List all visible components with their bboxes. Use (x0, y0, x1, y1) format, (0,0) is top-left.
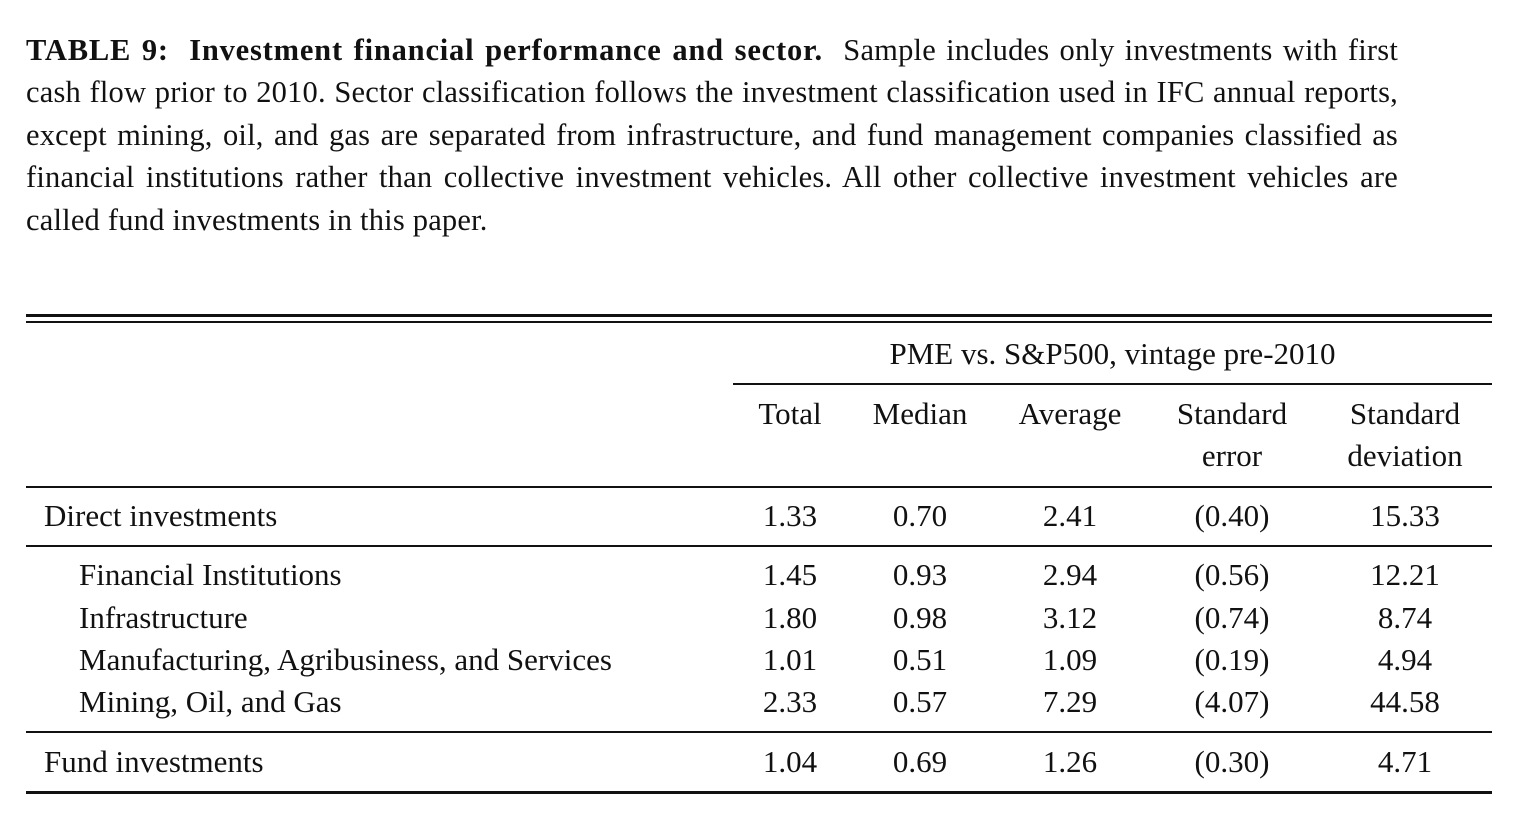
table-cell: (0.40) (1194, 498, 1270, 533)
table-cell: 0.57 (892, 684, 948, 719)
table-cell: (0.30) (1194, 744, 1270, 779)
col-header-std-error-1: Standard (1176, 396, 1288, 431)
section-rule (26, 731, 1492, 733)
table-label: TABLE 9: (26, 33, 169, 67)
top-rule-thin (26, 321, 1492, 323)
section-rule (26, 545, 1492, 547)
table-caption: TABLE 9: Investment financial performanc… (26, 29, 1398, 241)
table-cell: (0.74) (1194, 600, 1270, 635)
row-label: Mining, Oil, and Gas (79, 684, 342, 719)
table-cell: (0.56) (1194, 557, 1270, 592)
table-cell: (0.19) (1194, 642, 1270, 677)
row-label: Manufacturing, Agribusiness, and Service… (79, 642, 612, 677)
col-header-std-dev-1: Standard (1349, 396, 1461, 431)
group-header: PME vs. S&P500, vintage pre-2010 (889, 336, 1336, 371)
table-cell: 1.26 (1042, 744, 1098, 779)
table-cell: 1.09 (1042, 642, 1098, 677)
table-cell: 1.04 (762, 744, 818, 779)
col-header-std-error-2: error (1201, 438, 1263, 473)
table-cell: 0.93 (892, 557, 948, 592)
col-header-total: Total (758, 396, 822, 431)
bottom-rule (26, 791, 1492, 794)
col-header-std-dev-2: deviation (1347, 438, 1463, 473)
table-cell: 7.29 (1042, 684, 1098, 719)
table-cell: (4.07) (1194, 684, 1270, 719)
table-cell: 1.45 (762, 557, 818, 592)
header-rule (26, 486, 1492, 488)
top-rule-thick (26, 314, 1492, 317)
table-cell: 1.01 (762, 642, 818, 677)
col-header-median: Median (872, 396, 968, 431)
table-cell: 0.70 (892, 498, 948, 533)
table-cell: 0.69 (892, 744, 948, 779)
row-label: Direct investments (44, 498, 278, 533)
table-cell: 8.74 (1377, 600, 1433, 635)
table-cell: 12.21 (1370, 557, 1440, 592)
row-label: Fund investments (44, 744, 264, 779)
table-cell: 44.58 (1370, 684, 1440, 719)
table-cell: 3.12 (1042, 600, 1098, 635)
row-label: Infrastructure (79, 600, 248, 635)
table-cell: 4.71 (1377, 744, 1433, 779)
caption-text: Sample includes only investments with fi… (26, 33, 1399, 237)
table-cell: 1.80 (762, 600, 818, 635)
table-cell: 15.33 (1370, 498, 1440, 533)
group-header-rule (733, 383, 1492, 385)
table-cell: 1.33 (762, 498, 818, 533)
table-cell: 0.51 (892, 642, 948, 677)
table-title: Investment financial performance and sec… (189, 33, 823, 67)
table-cell: 2.94 (1042, 557, 1098, 592)
table-cell: 2.41 (1042, 498, 1098, 533)
table-cell: 2.33 (762, 684, 818, 719)
table-cell: 4.94 (1377, 642, 1433, 677)
row-label: Financial Institutions (79, 557, 342, 592)
table-cell: 0.98 (892, 600, 948, 635)
col-header-average: Average (1018, 396, 1122, 431)
